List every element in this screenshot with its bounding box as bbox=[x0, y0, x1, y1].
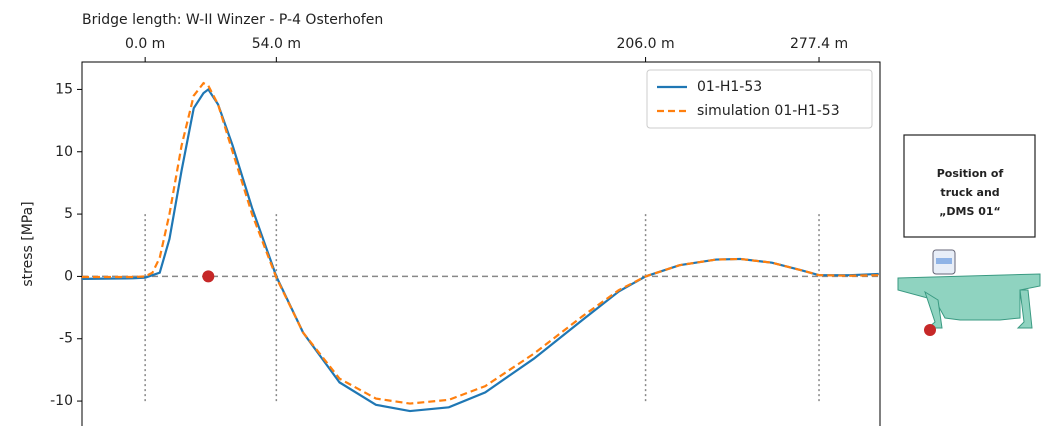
note-box bbox=[903, 134, 1036, 238]
x-tick-label: 277.4 m bbox=[790, 36, 848, 52]
y-tick-label: -5 bbox=[59, 331, 73, 347]
y-tick-label: 5 bbox=[64, 206, 73, 222]
legend-box bbox=[646, 69, 873, 129]
chart-title: Bridge length: W-II Winzer - P-4 Osterho… bbox=[82, 12, 383, 28]
bridge-illustration bbox=[897, 249, 1041, 336]
y-tick-label: 0 bbox=[64, 268, 73, 284]
note-line: Position of bbox=[937, 167, 1004, 180]
x-tick-label: 54.0 m bbox=[252, 36, 301, 52]
y-axis-label: stress [MPa] bbox=[20, 201, 36, 286]
note-line: truck and bbox=[940, 186, 999, 199]
position-marker bbox=[202, 270, 215, 283]
y-tick-label: -10 bbox=[50, 393, 73, 409]
legend-label: simulation 01-H1-53 bbox=[697, 103, 840, 119]
x-tick-label: 0.0 m bbox=[125, 36, 165, 52]
series-line bbox=[81, 87, 879, 413]
y-tick-label: 10 bbox=[55, 144, 73, 160]
y-tick-label: 15 bbox=[55, 81, 73, 97]
legend-label: 01-H1-53 bbox=[697, 79, 762, 95]
series-line bbox=[82, 81, 879, 405]
note-line: „DMS 01“ bbox=[939, 205, 1001, 218]
x-tick-label: 206.0 m bbox=[616, 36, 674, 52]
plot-frame bbox=[81, 61, 881, 426]
